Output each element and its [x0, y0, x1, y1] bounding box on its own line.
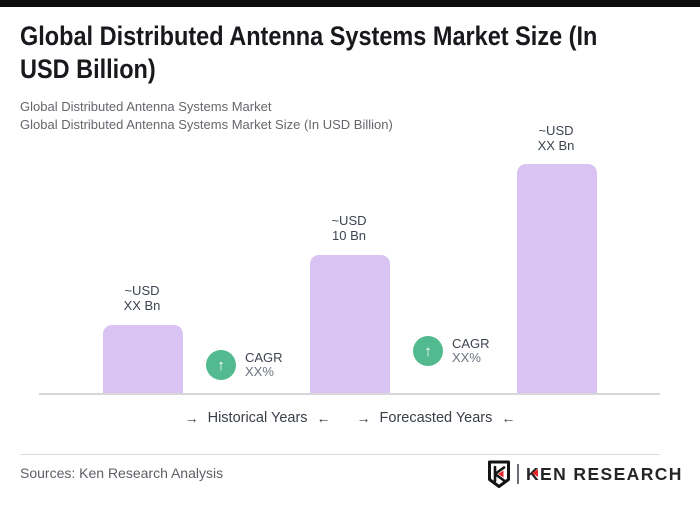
historical-years-label: Historical Years	[207, 410, 308, 426]
bar-value-label-forecast: ~USD XX Bn	[496, 123, 616, 153]
arrow-up-icon: ↑	[206, 350, 236, 380]
chart-subtitle-1: Global Distributed Antenna Systems Marke…	[20, 99, 272, 114]
cagr-label: CAGR	[452, 335, 490, 351]
logo-separator	[517, 464, 519, 484]
page-title-line1: Global Distributed Antenna Systems Marke…	[20, 21, 598, 51]
logo-letter-k: K	[526, 464, 540, 485]
top-black-bar	[0, 0, 700, 7]
cagr-label: CAGR	[245, 349, 283, 365]
logo-wordmark: K EN RESEARCH	[526, 464, 683, 485]
cagr-badge-1: ↑ CAGR XX%	[206, 350, 283, 380]
bar3-label-line1: ~USD	[538, 123, 574, 138]
cagr-badge-2-text: CAGR XX%	[452, 335, 490, 366]
chart-subtitle-2: Global Distributed Antenna Systems Marke…	[20, 117, 393, 132]
x-axis-period-legend: → Historical Years ← → Forecasted Years …	[0, 410, 700, 427]
historical-years-group: → Historical Years ←	[185, 410, 331, 427]
arrow-up-icon: ↑	[413, 336, 443, 366]
arrow-left-icon: ←	[501, 410, 516, 426]
forecasted-years-group: → Forecasted Years ←	[357, 410, 516, 427]
cagr-value: XX%	[245, 364, 274, 379]
red-triangle-icon	[532, 468, 538, 477]
bar-value-label-historical: ~USD XX Bn	[82, 283, 202, 313]
bar-forecast	[517, 164, 597, 395]
logo-rest-text: EN RESEARCH	[540, 463, 683, 484]
bar1-label-line2: XX Bn	[123, 297, 161, 313]
cagr-badge-1-text: CAGR XX%	[245, 349, 283, 380]
bar2-label-line2: 10 Bn	[332, 227, 366, 243]
bar-historical	[103, 325, 183, 395]
footer-divider	[20, 454, 660, 455]
bar2-label-line1: ~USD	[331, 213, 367, 228]
page-title: Global Distributed Antenna Systems Marke…	[20, 20, 700, 86]
arrow-left-icon: ←	[316, 410, 331, 426]
arrow-right-icon: →	[356, 410, 371, 426]
bar-value-label-base: ~USD 10 Bn	[289, 213, 409, 243]
bar1-label-line1: ~USD	[124, 283, 160, 298]
forecasted-years-label: Forecasted Years	[379, 410, 493, 426]
ken-research-logo: K EN RESEARCH	[487, 459, 683, 489]
x-axis-baseline	[39, 393, 660, 395]
arrow-right-icon: →	[184, 410, 199, 426]
page-title-line2: USD Billion)	[20, 54, 156, 84]
cagr-value: XX%	[452, 350, 481, 365]
cagr-badge-2: ↑ CAGR XX%	[413, 336, 490, 366]
sources-text: Sources: Ken Research Analysis	[20, 465, 224, 481]
ken-research-badge-icon	[488, 460, 510, 488]
bar-base-year	[310, 255, 390, 395]
bar3-label-line2: XX Bn	[537, 137, 575, 153]
